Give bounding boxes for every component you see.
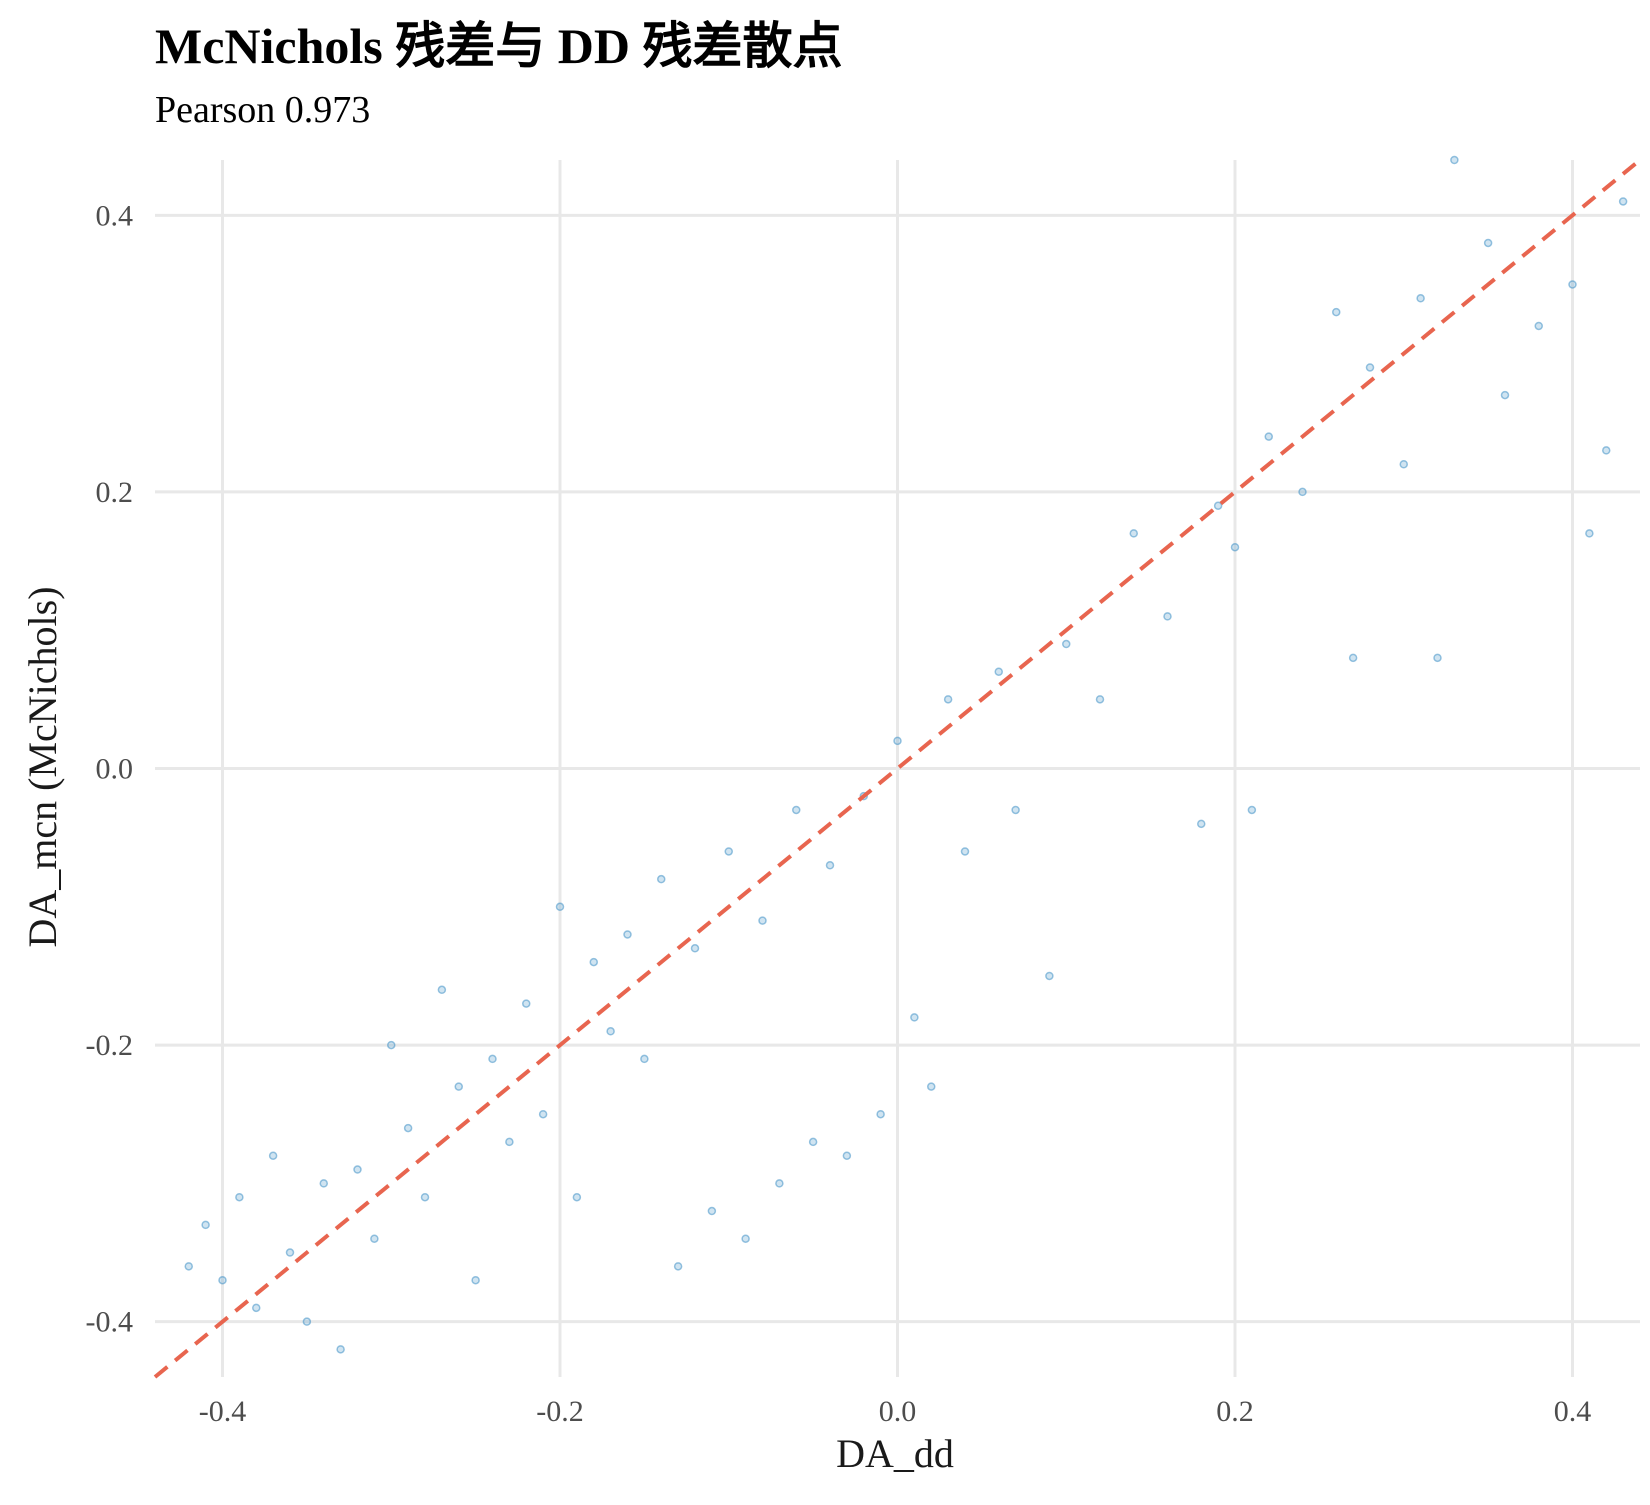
scatter-point bbox=[1534, 321, 1543, 331]
scatter-point bbox=[589, 957, 598, 967]
scatter-point bbox=[1213, 501, 1223, 510]
x-tick-label: -0.4 bbox=[199, 1395, 247, 1428]
x-tick-label: 0.2 bbox=[1216, 1395, 1254, 1428]
scatter-point bbox=[606, 1027, 615, 1036]
scatter-point bbox=[994, 667, 1003, 676]
scatter-point bbox=[808, 1137, 818, 1147]
scatter-point bbox=[943, 695, 953, 704]
y-tick-label: 0.0 bbox=[96, 753, 134, 786]
scatter-point bbox=[555, 902, 565, 912]
scatter-point bbox=[910, 1013, 919, 1022]
scatter-point bbox=[218, 1275, 227, 1285]
scatter-point bbox=[1365, 363, 1375, 372]
scatter-point bbox=[1483, 238, 1493, 248]
scatter-point bbox=[640, 1054, 649, 1064]
y-tick-label: 0.4 bbox=[96, 199, 134, 232]
scatter-point bbox=[673, 1262, 683, 1271]
scatter-point bbox=[319, 1179, 328, 1188]
scatter-point bbox=[1618, 197, 1628, 206]
scatter-point bbox=[572, 1192, 582, 1202]
x-tick-label: -0.2 bbox=[536, 1395, 584, 1428]
x-tick-label: 0.4 bbox=[1554, 1395, 1592, 1428]
scatter-point bbox=[1247, 805, 1257, 815]
x-tick-label: 0.0 bbox=[879, 1395, 917, 1428]
scatter-point bbox=[690, 944, 700, 953]
scatter-point bbox=[302, 1317, 312, 1326]
scatter-point bbox=[1399, 460, 1408, 469]
chart-subtitle: Pearson 0.973 bbox=[155, 89, 370, 131]
scatter-point bbox=[1433, 653, 1442, 663]
scatter-point bbox=[1230, 542, 1240, 552]
scatter-point bbox=[252, 1303, 261, 1313]
scatter-point bbox=[1332, 307, 1341, 317]
scatter-point bbox=[1264, 432, 1273, 441]
scatter-point bbox=[960, 847, 970, 856]
scatter-point bbox=[1197, 819, 1206, 829]
scatter-point bbox=[1298, 487, 1307, 497]
y-tick-label: -0.4 bbox=[86, 1306, 134, 1339]
scatter-point bbox=[927, 1082, 936, 1091]
scatter-point bbox=[1163, 612, 1172, 621]
scatter-point bbox=[1416, 294, 1425, 303]
scatter-point bbox=[1568, 280, 1577, 289]
scatter-point bbox=[235, 1192, 244, 1202]
scatter-point bbox=[1500, 390, 1510, 400]
scatter-point bbox=[792, 805, 801, 815]
scatter-point bbox=[657, 874, 666, 884]
tick-labels: -0.4 -0.2 0.0 0.2 0.4 -0.4 -0.2 0.0 0.2 0.4 bbox=[86, 199, 1592, 1428]
scatter-point bbox=[353, 1165, 362, 1174]
scatter-point bbox=[488, 1054, 497, 1064]
scatter-point bbox=[707, 1206, 717, 1216]
scatter-point bbox=[758, 916, 767, 925]
scatter-point bbox=[741, 1234, 750, 1243]
scatter-point bbox=[842, 1151, 852, 1160]
scatter-point bbox=[454, 1082, 463, 1091]
scatter-point bbox=[522, 999, 531, 1008]
scatter-point bbox=[437, 985, 447, 995]
scatter-point bbox=[505, 1137, 514, 1147]
data-points bbox=[184, 155, 1628, 1354]
scatter-point bbox=[370, 1234, 379, 1243]
scatter-point bbox=[893, 736, 902, 746]
scatter-point bbox=[184, 1262, 193, 1271]
chart-title: McNichols 残差与 DD 残差散点 bbox=[155, 18, 842, 74]
y-axis-title: DA_mcn (McNichols) bbox=[20, 586, 65, 947]
reference-line bbox=[153, 158, 1642, 1379]
scatter-point bbox=[336, 1345, 345, 1354]
scatter-point bbox=[1095, 695, 1105, 704]
scatter-point bbox=[471, 1275, 480, 1285]
grid bbox=[155, 160, 1640, 1377]
scatter-point bbox=[1602, 446, 1611, 455]
scatter-point bbox=[1011, 805, 1020, 815]
scatter-point bbox=[1348, 653, 1358, 663]
scatter-point bbox=[387, 1040, 396, 1050]
y-tick-label: -0.2 bbox=[86, 1029, 134, 1062]
scatter-point bbox=[775, 1179, 784, 1188]
scatter-point bbox=[268, 1151, 278, 1160]
scatter-point bbox=[1045, 971, 1054, 981]
scatter-point bbox=[1129, 529, 1138, 538]
scatter-point bbox=[420, 1192, 430, 1202]
scatter-point bbox=[538, 1109, 548, 1119]
scatter-point bbox=[876, 1109, 885, 1119]
scatter-point bbox=[1062, 639, 1071, 649]
scatter-point bbox=[285, 1248, 295, 1257]
scatter-point bbox=[201, 1220, 210, 1230]
scatter-point bbox=[1585, 529, 1594, 538]
y-tick-label: 0.2 bbox=[96, 476, 134, 509]
scatter-point bbox=[623, 930, 632, 939]
scatter-point bbox=[724, 847, 733, 856]
x-axis-title: DA_dd bbox=[836, 1431, 954, 1476]
scatter-point bbox=[403, 1123, 413, 1133]
reference-line-layer bbox=[153, 158, 1642, 1379]
scatter-point bbox=[825, 861, 835, 870]
scatter-point bbox=[1450, 155, 1459, 165]
